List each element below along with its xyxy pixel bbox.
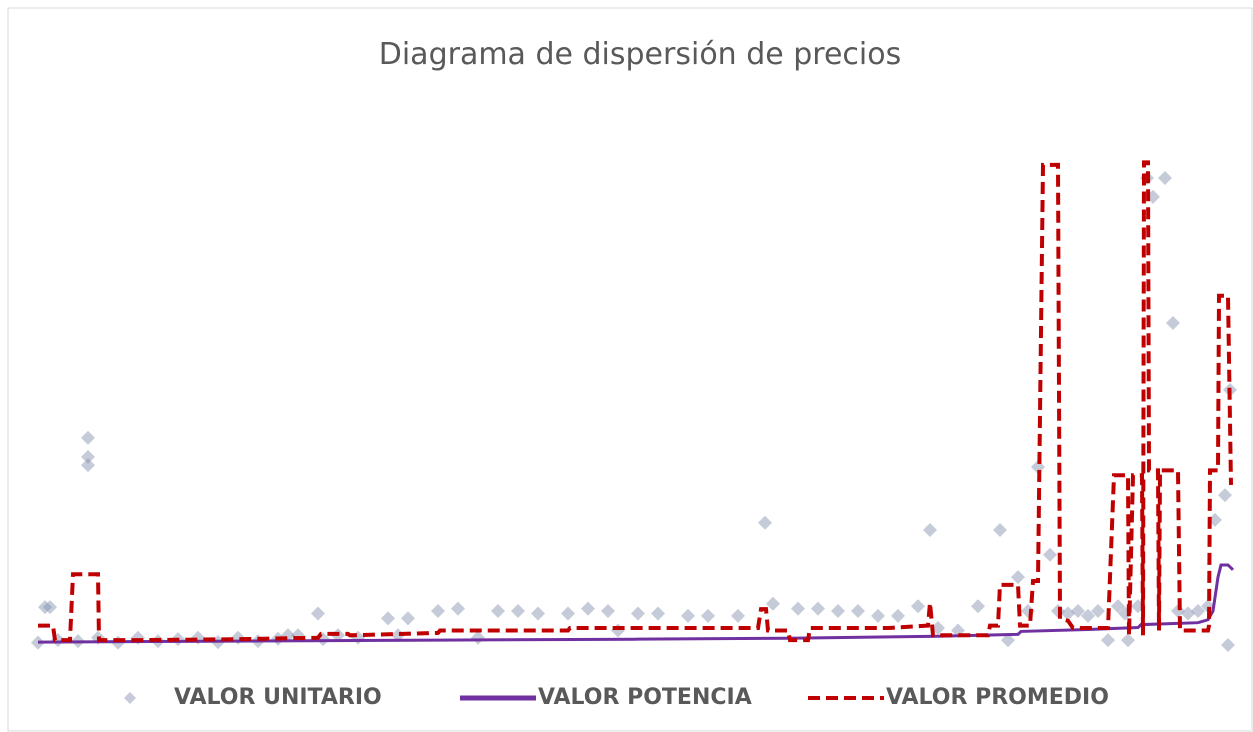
scatter-point	[1158, 170, 1172, 185]
scatter-point	[891, 608, 905, 623]
scatter-point	[31, 635, 45, 650]
scatter-point	[81, 449, 95, 464]
scatter-point	[601, 604, 615, 619]
scatter-point	[1101, 633, 1115, 648]
scatter-point	[1011, 570, 1025, 585]
legend-label: VALOR POTENCIA	[538, 685, 752, 710]
scatter-point	[1031, 460, 1045, 475]
scatter-point	[791, 601, 805, 616]
scatter-point	[81, 458, 95, 473]
scatter-point	[401, 611, 415, 626]
scatter-point	[831, 604, 845, 619]
scatter-point	[311, 606, 325, 621]
scatter-point	[391, 628, 405, 643]
scatter-point	[1111, 599, 1125, 614]
scatter-point	[651, 606, 665, 621]
scatter-point	[38, 600, 52, 615]
scatter-point	[1201, 599, 1215, 614]
legend-label: VALOR UNITARIO	[174, 685, 382, 710]
scatter-point	[731, 608, 745, 623]
dashed-line	[38, 160, 1233, 643]
scatter-point	[851, 604, 865, 619]
scatter-point	[431, 604, 445, 619]
scatter-point	[1121, 633, 1135, 648]
scatter-point	[581, 601, 595, 616]
scatter-point	[1166, 315, 1180, 330]
scatter-point	[701, 608, 715, 623]
legend-label: VALOR PROMEDIO	[886, 685, 1109, 710]
scatter-point	[1091, 604, 1105, 619]
scatter-point	[1181, 606, 1195, 621]
scatter-point	[1071, 604, 1085, 619]
scatter-point	[43, 600, 57, 615]
chart-frame	[7, 7, 1253, 732]
scatter-point	[381, 611, 395, 626]
scatter-point	[681, 608, 695, 623]
scatter-point	[811, 601, 825, 616]
scatter-point	[871, 608, 885, 623]
scatter-point	[511, 604, 525, 619]
scatter-point	[1191, 604, 1205, 619]
chart-title: Diagrama de dispersión de precios	[379, 37, 902, 72]
scatter-point	[1221, 638, 1235, 652]
scatter-point	[451, 601, 465, 616]
legend-marker	[124, 692, 136, 704]
scatter-point	[971, 599, 985, 614]
scatter-point	[81, 430, 95, 445]
scatter-point	[1061, 606, 1075, 621]
scatter-point	[1081, 608, 1095, 623]
scatter-point	[758, 515, 772, 530]
scatter-point	[923, 523, 937, 538]
scatter-point	[531, 606, 545, 621]
scatter-point	[1218, 488, 1232, 503]
scatter-point	[561, 606, 575, 621]
scatter-point	[491, 604, 505, 619]
scatter-point	[1001, 633, 1015, 648]
scatter-point	[766, 596, 780, 611]
scatter-point	[631, 606, 645, 621]
scatter-point	[911, 599, 925, 614]
scatter-point	[993, 523, 1007, 538]
line	[37, 563, 1235, 644]
scatter-point	[1043, 547, 1057, 562]
